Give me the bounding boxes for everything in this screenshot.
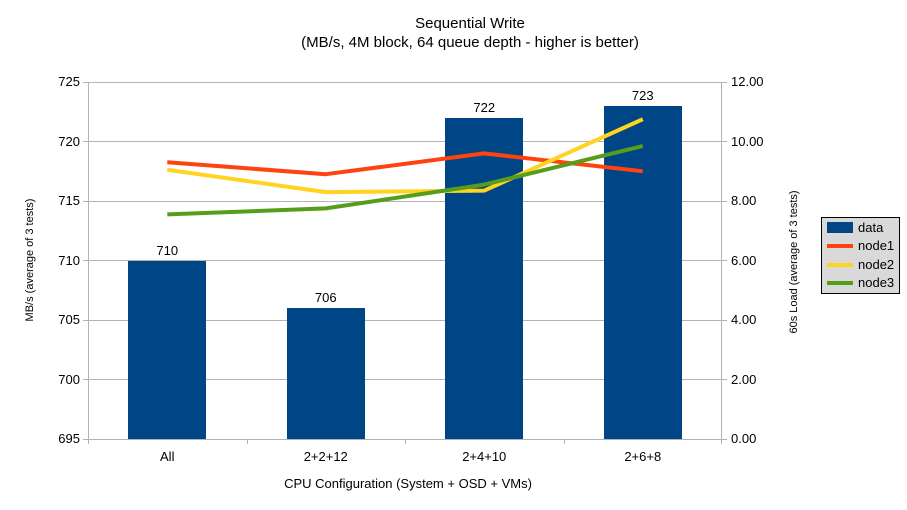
left-axis-tick-label: 725 <box>58 74 80 89</box>
gridline <box>88 200 722 202</box>
right-axis-tick-label: 2.00 <box>731 371 757 387</box>
plot-area: 710 706 722 723 <box>88 82 722 439</box>
x-axis-tick <box>405 439 406 444</box>
left-axis-tick <box>83 438 88 440</box>
left-axis-tick-label: 695 <box>58 431 80 446</box>
right-axis-tick <box>722 379 727 380</box>
left-axis-tick-label: 720 <box>58 133 80 149</box>
right-axis-tick <box>722 438 727 440</box>
right-axis-tick-label: 6.00 <box>731 252 757 268</box>
left-axis-tick-label: 700 <box>58 371 80 387</box>
line-node1 <box>167 151 644 177</box>
left-axis-tick <box>83 141 88 142</box>
right-axis-tick-label: 4.00 <box>731 312 757 327</box>
category-label: 2+6+8 <box>624 449 662 464</box>
right-axis-tick <box>722 81 727 83</box>
left-axis-tick <box>83 81 88 83</box>
bar-2+2+12 <box>286 308 365 439</box>
legend-item-node3: node3 <box>827 274 899 293</box>
bar-2+4+10 <box>445 117 524 439</box>
left-axis-tick <box>83 200 88 202</box>
left-axis-line <box>88 82 89 444</box>
legend-item-node2: node2 <box>827 256 899 275</box>
left-axis-tick-label: 710 <box>58 252 80 268</box>
bar-data-label: 723 <box>631 87 654 103</box>
chart-subtitle: (MB/s, 4M block, 64 queue depth - higher… <box>301 34 639 51</box>
x-axis-tick <box>563 439 565 444</box>
gridline <box>88 319 722 321</box>
x-axis-title: CPU Configuration (System + OSD + VMs) <box>284 476 532 491</box>
legend: data node1 node2 node3 <box>821 217 900 294</box>
line-swatch <box>827 244 853 249</box>
gridline <box>88 81 722 83</box>
bar-data-label: 706 <box>314 290 337 306</box>
legend-label: node2 <box>858 256 895 272</box>
legend-item-node1: node1 <box>827 237 899 256</box>
x-axis-tick <box>246 439 248 444</box>
left-axis-tick <box>83 379 88 380</box>
right-axis-tick <box>722 200 727 202</box>
right-axis-tick <box>722 141 727 142</box>
right-axis-tick-label: 0.00 <box>731 431 757 446</box>
legend-label: node1 <box>858 238 895 254</box>
left-axis-tick <box>83 319 88 321</box>
line-node2 <box>167 117 644 195</box>
right-axis-title: 60s Load (average of 3 tests) <box>788 190 800 334</box>
category-label: All <box>160 449 175 464</box>
left-axis-tick <box>83 260 88 261</box>
gridline <box>88 141 722 142</box>
right-axis-tick-label: 12.00 <box>731 74 764 89</box>
right-axis-tick <box>722 260 727 261</box>
line-series-layer <box>167 117 644 217</box>
bar-All <box>128 260 207 439</box>
left-axis-tick-label: 705 <box>58 312 80 327</box>
legend-item-data: data <box>827 219 899 238</box>
line-swatch <box>827 262 853 267</box>
legend-label: data <box>858 219 884 235</box>
bar-2+6+8 <box>603 105 682 439</box>
bar-swatch <box>827 222 853 234</box>
right-axis-tick <box>722 319 727 321</box>
line-swatch <box>827 281 853 286</box>
gridline <box>88 379 722 380</box>
chart-title: Sequential Write <box>415 15 525 32</box>
category-label: 2+2+12 <box>303 449 348 464</box>
bar-data-label: 710 <box>156 242 179 258</box>
right-axis-tick-label: 8.00 <box>731 193 757 208</box>
gridline <box>88 260 722 261</box>
legend-label: node3 <box>858 275 895 291</box>
category-label: 2+4+10 <box>462 449 507 464</box>
right-axis-tick-label: 10.00 <box>731 133 764 149</box>
line-node3 <box>167 144 644 217</box>
bar-data-label: 722 <box>473 99 496 115</box>
left-axis-tick-label: 715 <box>58 193 80 208</box>
right-axis-line <box>721 82 722 444</box>
